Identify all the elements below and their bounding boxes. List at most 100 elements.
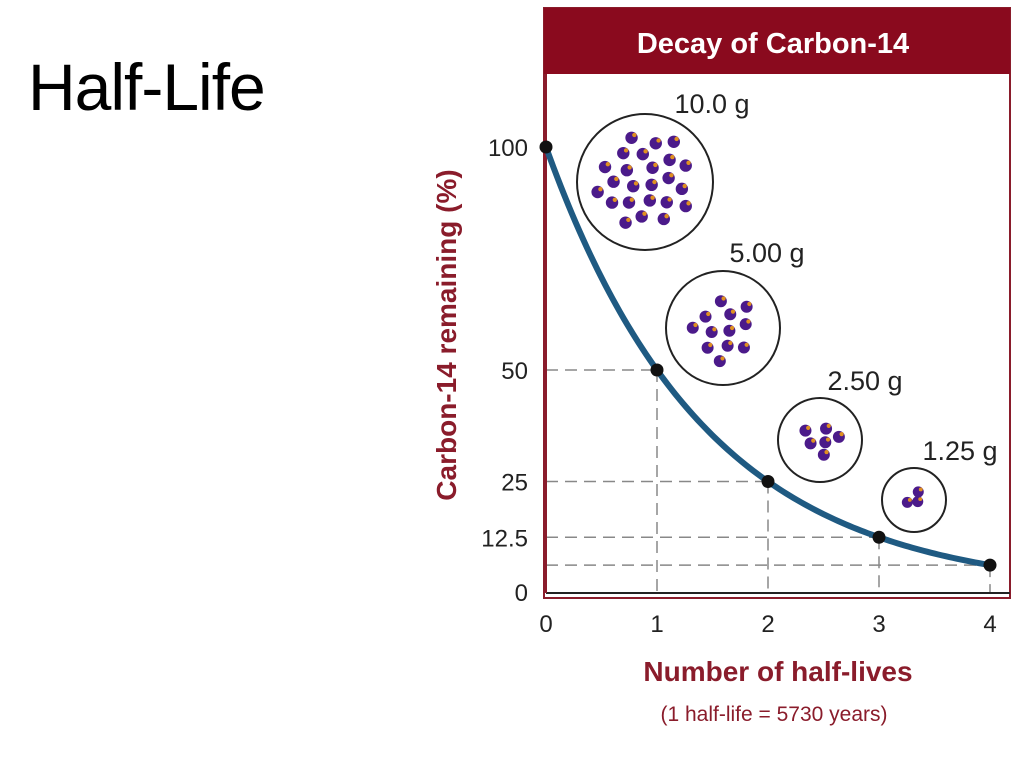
atom-dot [598,160,612,174]
atom-dot [713,355,726,368]
atom-dot [667,135,680,148]
atom-dot [636,147,649,161]
atom-dot [619,216,632,229]
atom-dot [627,179,640,193]
atom-highlight [669,173,674,178]
data-point [761,475,775,488]
atom-highlight [811,438,816,443]
atom-highlight [656,138,661,143]
x-tick-label: 4 [983,611,996,638]
atom-highlight [706,311,711,317]
atom-dot [901,496,913,508]
atom-highlight [826,423,831,428]
atom-dot [817,448,830,461]
atom-dot [714,295,727,308]
atom-highlight [614,176,619,182]
atom-dot [737,341,750,354]
y-tick-label: 50 [501,358,528,385]
atom-highlight [623,148,629,153]
atom-highlight [693,322,698,328]
x-tick-label: 0 [539,611,552,638]
atom-dot [591,185,604,199]
atom-dot [635,210,648,223]
atom-highlight [612,197,617,202]
mass-label: 1.25 g [922,436,997,466]
atom-dot [679,199,692,213]
atom-dot [723,324,736,337]
y-tick-labels: 100 50 25 12.5 0 [481,135,528,607]
atom-dot [617,146,630,160]
y-tick-label: 100 [488,135,528,162]
atom-dot [649,137,662,150]
atom-highlight [627,165,632,170]
atom-highlight [729,325,735,331]
atom-highlight [721,296,726,301]
mass-label: 5.00 g [729,238,804,268]
atom-highlight [643,149,648,154]
slide-title: Half-Life [28,50,266,124]
atom-highlight [686,201,691,206]
atom-dot [686,321,699,334]
chart-title: Decay of Carbon-14 [637,28,909,60]
atom-dot [625,131,638,144]
atom-dot [912,496,924,508]
y-tick-label: 0 [515,580,528,607]
atom-highlight [746,319,751,324]
atom-dot [820,422,833,435]
sample-bubble: 2.50 g [777,366,903,483]
atom-dot [643,194,656,207]
atom-dot [657,212,670,226]
atom-dot [679,159,692,172]
x-axis-title: Number of half-lives [643,656,912,687]
atom-highlight [720,356,725,361]
mass-label: 2.50 g [827,366,902,396]
atom-highlight [825,437,831,442]
atom-highlight [626,217,631,223]
atom-dot [605,196,619,209]
chart-header [544,8,1010,74]
atom-highlight [632,132,637,138]
sample-annotations: 10.0 g 5.00 g 2.50 g 1.25 g [576,89,998,533]
atom-dot [804,437,817,450]
atom-highlight [907,497,912,502]
atom-highlight [674,136,679,142]
x-tick-label: 3 [872,611,885,638]
sample-bubble: 1.25 g [881,436,998,533]
atom-highlight [650,195,655,200]
atom-highlight [728,340,733,346]
atom-dot [799,424,812,437]
y-tick-label: 12.5 [481,525,528,552]
atom-highlight [686,160,691,165]
axes [545,74,1010,594]
atom-dot [699,310,712,323]
atom-highlight [664,213,669,219]
atom-highlight [918,487,923,492]
atom-dot [662,171,675,185]
sample-bubble: 10.0 g [576,89,750,251]
atom-dot [701,341,714,354]
atom-highlight [629,197,634,202]
y-axis-title: Carbon-14 remaining (%) [431,169,462,500]
atom-dot [622,196,636,209]
atom-highlight [652,179,657,185]
atom-highlight [744,342,749,347]
atom-highlight [747,301,752,307]
data-points [539,140,997,572]
sample-circle [576,113,714,251]
atom-highlight [712,327,717,332]
atom-highlight [642,211,647,216]
atom-highlight [653,162,658,168]
atom-highlight [633,181,639,186]
atom-highlight [708,342,713,348]
sample-circle [665,270,781,386]
atom-dot [912,486,924,498]
atom-dot [721,339,734,352]
atom-dot [705,326,718,339]
atom-dot [724,308,737,321]
atom-dot [646,161,659,174]
x-axis-subtitle: (1 half-life = 5730 years) [660,703,887,726]
atom-dot [620,164,634,177]
data-point [650,363,664,377]
atom-dot [660,196,673,209]
atom-highlight [839,432,844,437]
